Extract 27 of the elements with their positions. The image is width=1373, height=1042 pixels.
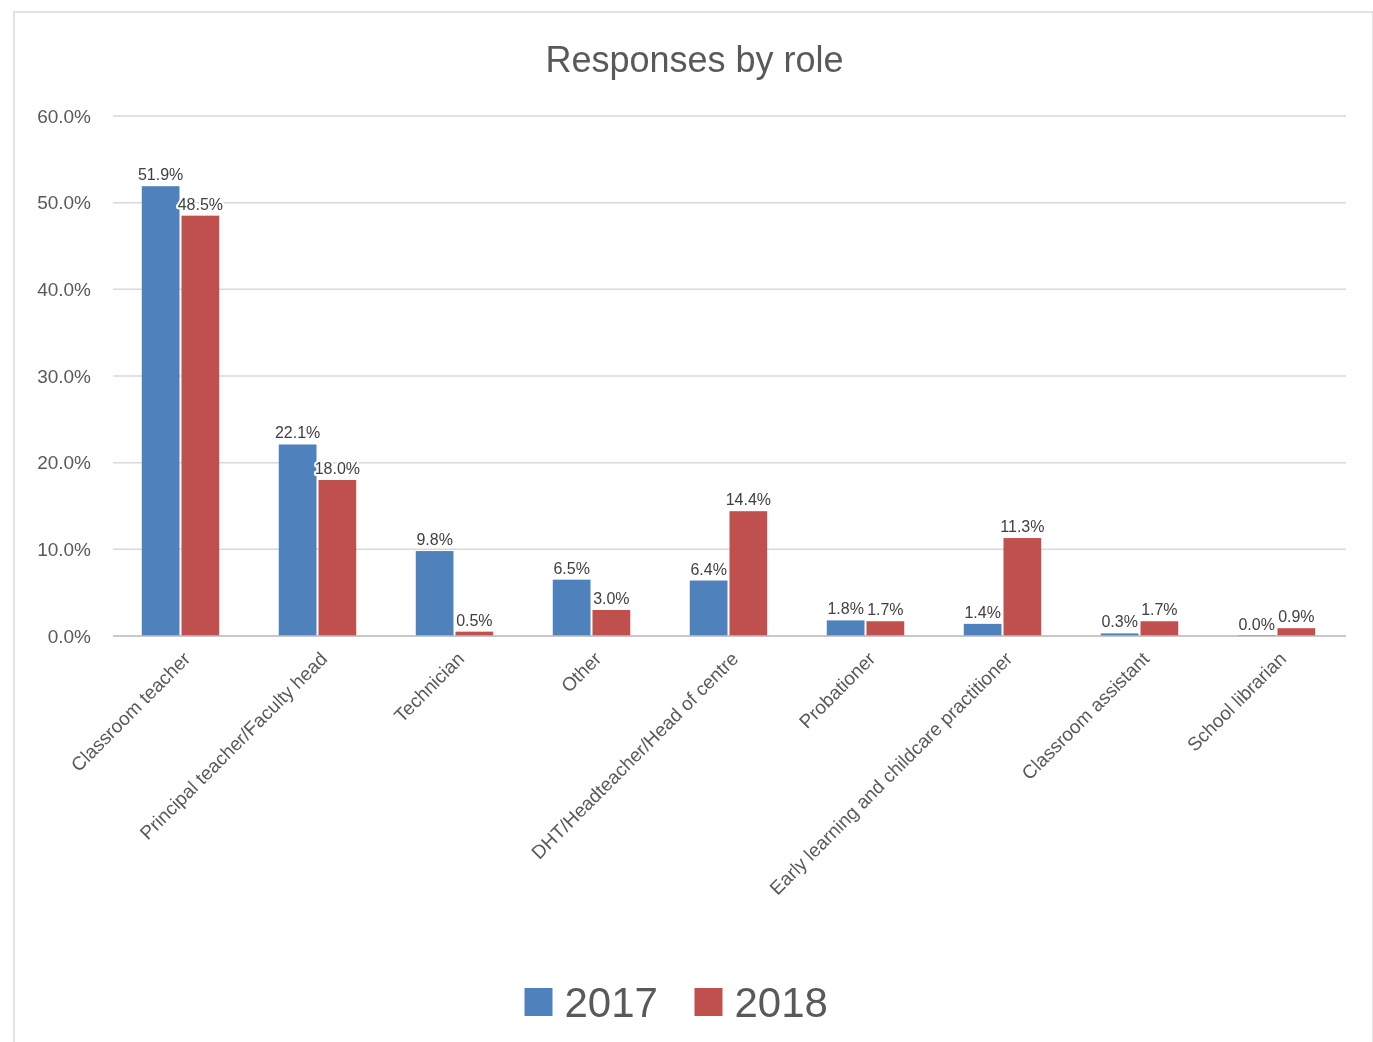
y-tick-label: 20.0% [37,452,92,474]
data-label: 1.7% [867,601,904,619]
data-label: 18.0% [314,460,361,477]
data-label: 1.8% [827,600,864,618]
data-label: 0.9% [1278,608,1315,626]
chart-title: Responses by role [545,39,844,80]
data-label: 1.4% [964,603,1001,621]
y-tick-label: 10.0% [37,538,92,560]
data-label: 51.9% [137,166,184,184]
y-tick-label: 30.0% [37,365,92,387]
data-label: 14.4% [725,491,772,509]
legend-label: 2017 [564,979,658,1027]
data-label: 9.8% [416,531,453,549]
y-tick-label: 0.0% [47,625,92,647]
y-tick-label: 60.0% [37,105,92,127]
y-tick-label: 50.0% [37,192,92,214]
y-tick-label: 40.0% [37,278,92,300]
data-label: 11.3% [1000,518,1045,536]
data-label: 0.3% [1101,613,1138,631]
data-label: 22.1% [274,424,321,442]
data-label: 0.0% [1238,616,1275,633]
data-label: 6.4% [690,560,727,578]
data-label: 0.5% [456,611,493,629]
data-label: 1.7% [1141,601,1178,619]
data-label: 6.5% [553,559,590,577]
legend-label: 2018 [734,979,828,1027]
data-label: 3.0% [593,590,630,607]
